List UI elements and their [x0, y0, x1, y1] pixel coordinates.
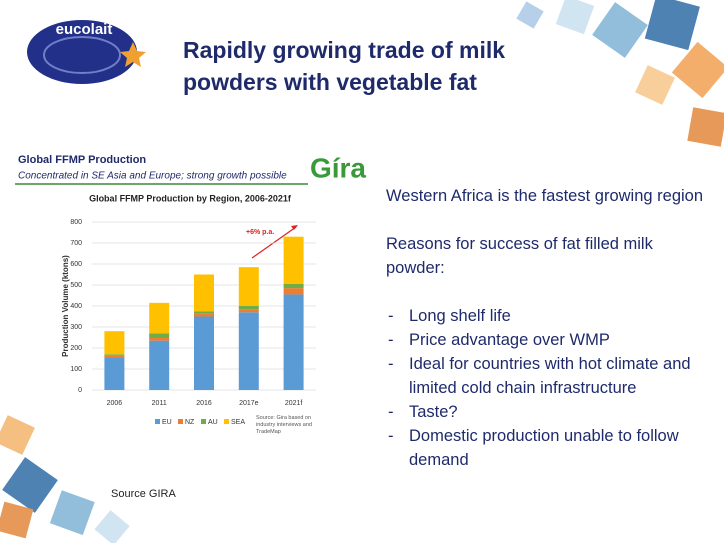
- bullet: Taste?: [386, 400, 711, 424]
- bullet: Domestic production unable to follow dem…: [386, 424, 711, 472]
- title: Rapidly growing trade of milk powders wi…: [183, 34, 505, 98]
- bar-segment: [194, 274, 214, 312]
- legend-swatch: [201, 419, 206, 424]
- paragraph: Reasons for success of fat filled milk p…: [386, 235, 653, 277]
- y-tick-label: 600: [70, 261, 82, 268]
- legend-label: EU: [162, 419, 172, 426]
- bar-segment: [104, 354, 125, 356]
- bar-segment: [149, 302, 170, 334]
- panel-subheading: Concentrated in SE Asia and Europe; stro…: [18, 171, 287, 182]
- body: Western Africa is the fastest growing re…: [386, 184, 711, 472]
- legend-label: SEA: [231, 419, 245, 426]
- bar-segment: [104, 355, 125, 358]
- source-note: Source: Gira based on industry interview…: [256, 415, 312, 435]
- bar-segment: [238, 267, 259, 306]
- legend-swatch: [224, 419, 229, 424]
- bar-segment: [194, 316, 214, 390]
- bar-segment: [149, 337, 170, 341]
- y-axis-label: Production Volume (ktons): [61, 255, 70, 357]
- bar-segment: [238, 306, 259, 310]
- annotation: +6% p.a.: [246, 229, 274, 236]
- bar-segment: [194, 313, 214, 317]
- x-tick-label: 2016: [196, 400, 212, 407]
- logo-text: eucolait: [56, 21, 113, 38]
- bar-segment: [283, 283, 304, 289]
- x-tick-label: 2017e: [239, 400, 259, 407]
- bullet: Long shelf life: [386, 304, 711, 328]
- legend-swatch: [178, 419, 183, 424]
- y-tick-label: 700: [70, 240, 82, 247]
- bullet-list: Long shelf lifePrice advantage over WMPI…: [386, 304, 711, 472]
- y-tick-label: 400: [70, 303, 82, 310]
- bar-segment: [149, 340, 170, 390]
- bar-segment: [283, 288, 304, 295]
- bullet: Price advantage over WMP: [386, 328, 711, 352]
- bar-segment: [104, 331, 125, 355]
- y-tick-label: 500: [70, 282, 82, 289]
- bar-segment: [194, 311, 214, 314]
- arrow-head: [291, 225, 298, 230]
- y-tick-label: 0: [78, 387, 82, 394]
- y-tick-label: 800: [70, 219, 82, 226]
- logo: eucolait: [27, 20, 146, 84]
- y-tick-label: 300: [70, 324, 82, 331]
- y-tick-label: 100: [70, 366, 82, 373]
- bar-segment: [238, 309, 259, 313]
- y-tick-label: 200: [70, 345, 82, 352]
- paragraph: Western Africa is the fastest growing re…: [386, 187, 704, 205]
- brand: Gíra: [310, 152, 366, 183]
- legend-swatch: [155, 419, 160, 424]
- title-line: powders with vegetable fat: [183, 69, 477, 95]
- title-line: Rapidly growing trade of milk: [183, 37, 506, 63]
- bar-segment: [283, 236, 304, 284]
- bar-segment: [238, 312, 259, 390]
- annotation-arrow: [251, 226, 297, 259]
- x-tick-label: 2021f: [285, 400, 303, 407]
- x-tick-label: 2006: [107, 400, 123, 407]
- bar-segment: [283, 294, 304, 390]
- bar-segment: [104, 357, 125, 390]
- legend-label: AU: [208, 419, 218, 426]
- bullet: Ideal for countries with hot climate and…: [386, 352, 711, 400]
- chart-title: Global FFMP Production by Region, 2006-2…: [89, 193, 292, 203]
- source: Source GIRA: [111, 488, 176, 500]
- bar-segment: [149, 333, 170, 338]
- legend-label: NZ: [185, 419, 195, 426]
- panel-heading: Global FFMP Production: [18, 154, 146, 166]
- x-tick-label: 2011: [152, 400, 167, 407]
